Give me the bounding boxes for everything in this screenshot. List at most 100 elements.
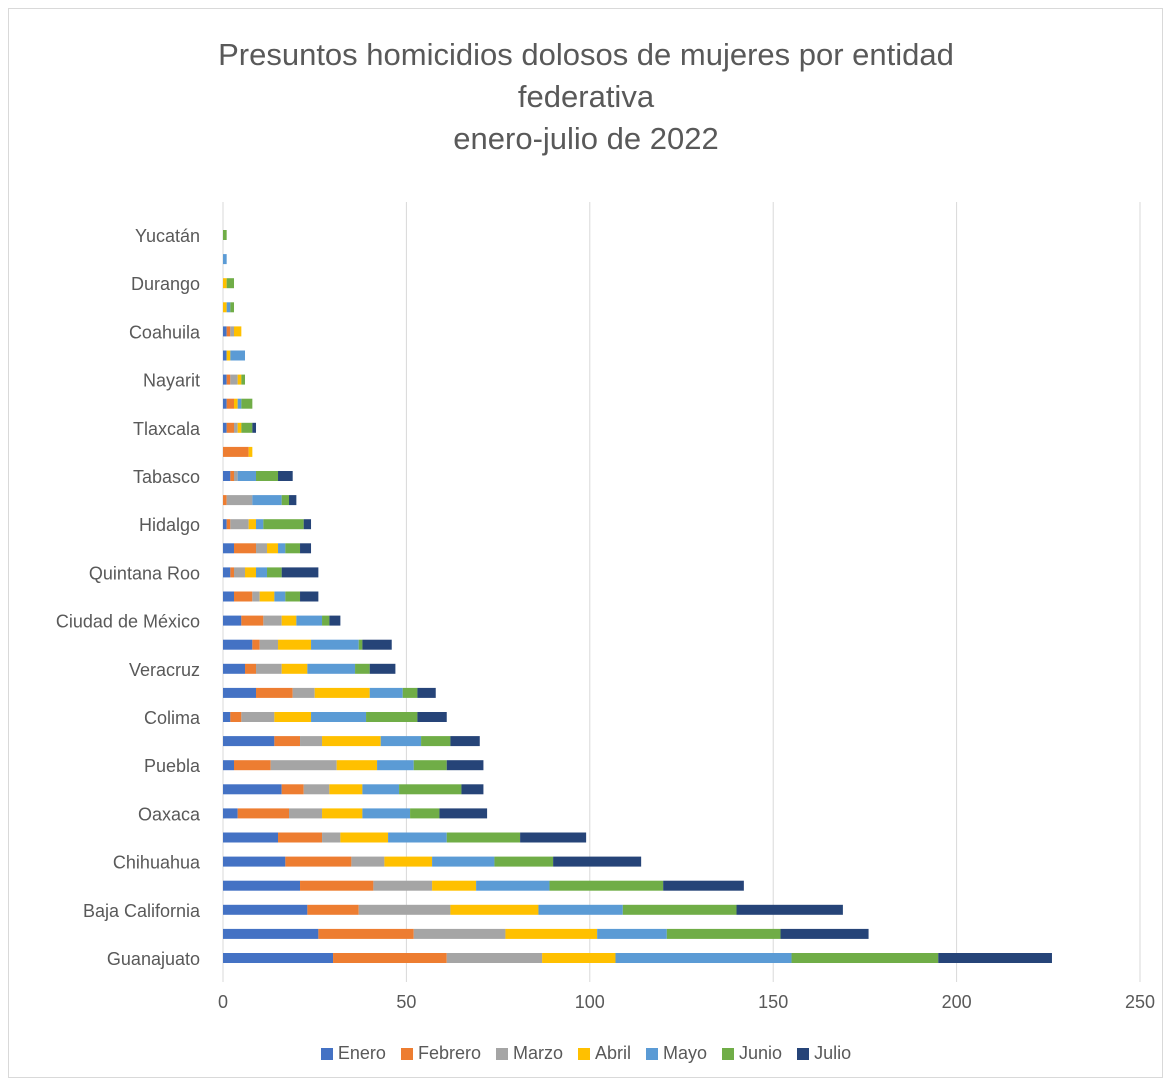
bar-segment bbox=[263, 519, 304, 530]
legend-swatch bbox=[722, 1047, 735, 1060]
category-label: Guanajuato bbox=[107, 949, 200, 969]
bar-segment bbox=[615, 953, 792, 963]
category-label: Baja California bbox=[83, 901, 201, 921]
bar-segment bbox=[223, 712, 231, 722]
bar-segment bbox=[223, 784, 282, 795]
bar-segment bbox=[520, 832, 587, 843]
category-label: Durango bbox=[131, 274, 200, 294]
legend-swatch bbox=[646, 1047, 659, 1060]
bar-segment bbox=[237, 471, 257, 481]
bar-segment bbox=[223, 446, 249, 457]
bar-segment bbox=[450, 736, 480, 747]
bar-segment bbox=[230, 471, 235, 481]
bar-segment bbox=[340, 832, 389, 843]
bar-segment bbox=[245, 567, 257, 578]
bar-segment bbox=[223, 495, 227, 506]
bar-segment bbox=[256, 687, 293, 698]
bar-segment bbox=[494, 856, 554, 867]
bar-segment bbox=[417, 687, 436, 698]
x-tick-label: 200 bbox=[942, 992, 972, 1012]
legend-item: Julio bbox=[797, 1043, 851, 1064]
bar-segment bbox=[303, 519, 312, 530]
chart-title-line-1: Presuntos homicidios dolosos de mujeres … bbox=[218, 37, 954, 72]
category-label: Oaxaca bbox=[138, 804, 201, 824]
bar-segment bbox=[223, 663, 246, 674]
bar-segment bbox=[505, 928, 598, 939]
bar-segment bbox=[399, 784, 462, 795]
legend-swatch bbox=[578, 1047, 590, 1060]
bar-segment bbox=[252, 422, 257, 433]
category-label: Tlaxcala bbox=[133, 419, 201, 439]
bar-segment bbox=[311, 712, 367, 722]
bar-segment bbox=[223, 808, 238, 819]
bar-segment bbox=[234, 591, 253, 602]
legend-item: Enero bbox=[320, 1043, 386, 1064]
bar-segment bbox=[300, 880, 374, 891]
bar-segment bbox=[380, 736, 422, 747]
bar-segment bbox=[281, 784, 304, 795]
legend-item: Junio bbox=[722, 1043, 782, 1064]
x-axis-tick-labels: 0 50 100 150 200 250 bbox=[218, 992, 1155, 1012]
bar-segment bbox=[223, 736, 275, 747]
category-label: Coahuila bbox=[129, 322, 201, 342]
bar-segment bbox=[377, 760, 414, 771]
bar-segment bbox=[223, 422, 227, 433]
legend-item: Abril bbox=[578, 1043, 631, 1064]
legend-label: Febrero bbox=[417, 1043, 481, 1063]
bar-segment bbox=[322, 832, 341, 843]
bar-segment bbox=[322, 736, 381, 747]
bar-segment bbox=[413, 760, 447, 771]
legend-swatch bbox=[400, 1047, 413, 1060]
bar-segment bbox=[223, 254, 227, 265]
bar-segment bbox=[369, 687, 403, 698]
bar-segment bbox=[780, 928, 869, 939]
bar-segment bbox=[538, 904, 623, 915]
bar-segment bbox=[446, 832, 521, 843]
bar-segment bbox=[314, 687, 370, 698]
category-label: Colima bbox=[144, 708, 201, 728]
bar-segment bbox=[432, 856, 495, 867]
bar-segment bbox=[384, 856, 433, 867]
bar-segment bbox=[230, 326, 235, 337]
bar-segment bbox=[234, 471, 238, 481]
bar-segment bbox=[234, 422, 238, 433]
bar-segment bbox=[417, 712, 447, 722]
bar-segment bbox=[267, 543, 279, 554]
bar-segment bbox=[329, 615, 341, 626]
category-label: Hidalgo bbox=[139, 515, 200, 535]
bar-segment bbox=[241, 615, 264, 626]
bar-segment bbox=[241, 712, 275, 722]
bar-segment bbox=[223, 302, 227, 313]
bar-segment bbox=[311, 639, 359, 650]
bar-segment bbox=[542, 953, 616, 963]
category-labels: Guanajuato Baja California Chihuahua Oaxaca… bbox=[56, 226, 201, 969]
bar-segment bbox=[270, 760, 337, 771]
bar-segment bbox=[791, 953, 939, 963]
chart-area bbox=[8, 8, 1163, 1078]
legend-label: Junio bbox=[739, 1043, 783, 1063]
bar-segment bbox=[285, 591, 301, 602]
bar-segment bbox=[223, 928, 319, 939]
bar-segment bbox=[223, 591, 235, 602]
bar-segment bbox=[234, 760, 271, 771]
bar-segment bbox=[223, 471, 231, 481]
bar-segment bbox=[736, 904, 843, 915]
bar-segment bbox=[226, 519, 231, 530]
bar-segment bbox=[223, 278, 227, 289]
bar-segment bbox=[252, 495, 282, 506]
bar-segment bbox=[278, 543, 286, 554]
bar-segment bbox=[366, 712, 418, 722]
bar-segment bbox=[300, 591, 319, 602]
bar-segment bbox=[553, 856, 642, 867]
legend: Enero Febrero Marzo Abril Mayo Junio Julio bbox=[0, 1043, 1172, 1064]
bar-segment bbox=[223, 615, 242, 626]
bar-segment bbox=[226, 350, 231, 361]
bar-segment bbox=[223, 398, 227, 409]
bar-segment bbox=[446, 953, 543, 963]
bar-segment bbox=[226, 422, 235, 433]
bar-segment bbox=[461, 784, 484, 795]
legend-item: Marzo bbox=[495, 1043, 563, 1064]
bar-segment bbox=[259, 639, 279, 650]
bar-segment bbox=[223, 326, 227, 337]
